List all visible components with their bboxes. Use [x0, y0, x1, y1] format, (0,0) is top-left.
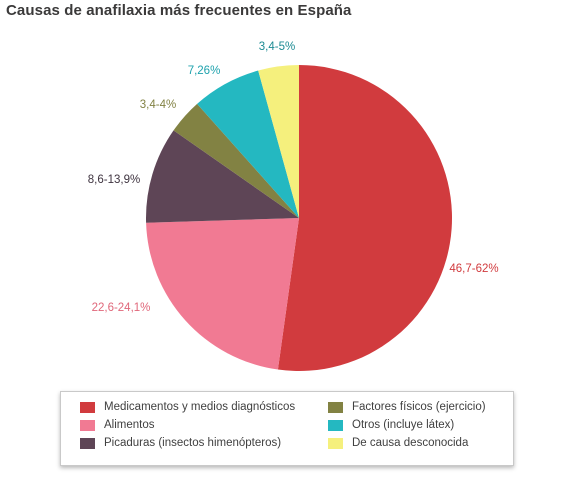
slice-label-5: 7,26%: [188, 65, 221, 77]
legend-label-factores-fisicos: Factores físicos (ejercicio): [352, 401, 486, 413]
slice-label-3: 8,6-13,9%: [88, 174, 140, 186]
legend-swatch-picaduras: [80, 437, 95, 449]
pie-slice-4: [173, 103, 299, 218]
slice-label-2: 22,6-24,1%: [92, 302, 151, 314]
pie-slice-5: [197, 70, 299, 218]
legend-label-alimentos: Alimentos: [104, 419, 155, 431]
legend-item-factores-fisicos: Factores físicos (ejercicio): [328, 401, 486, 413]
pie-slice-6: [258, 65, 299, 218]
legend-swatch-alimentos: [80, 419, 95, 431]
legend-swatch-otros: [328, 419, 343, 431]
chart-title: Causas de anafilaxia más frecuentes en E…: [6, 2, 352, 19]
legend-label-medicamentos: Medicamentos y medios diagnósticos: [104, 401, 296, 413]
pie-slice-2: [146, 218, 299, 370]
slice-label-6: 3,4-5%: [259, 41, 295, 53]
pie-chart: 46,7-62% 22,6-24,1% 8,6-13,9% 3,4-4% 7,26% 3,…: [88, 41, 499, 372]
slice-label-4: 3,4-4%: [140, 99, 176, 111]
legend-label-picaduras: Picaduras (insectos himenópteros): [104, 437, 282, 449]
pie-slice-3: [146, 130, 299, 223]
legend-item-otros: Otros (incluye látex): [328, 419, 454, 431]
legend-label-desconocida: De causa desconocida: [352, 437, 469, 449]
legend-item-medicamentos: Medicamentos y medios diagnósticos: [80, 401, 295, 413]
legend-label-otros: Otros (incluye látex): [352, 419, 455, 431]
legend-item-picaduras: Picaduras (insectos himenópteros): [80, 437, 281, 449]
legend-swatch-desconocida: [328, 437, 343, 449]
legend-item-desconocida: De causa desconocida: [328, 437, 468, 449]
legend-item-alimentos: Alimentos: [80, 419, 155, 431]
legend-swatch-medicamentos: [80, 401, 95, 413]
pie-slice-1: [277, 65, 453, 372]
legend-swatch-factores-fisicos: [328, 401, 343, 413]
slice-label-1: 46,7-62%: [449, 263, 498, 275]
chart-legend: Medicamentos y medios diagnósticos Facto…: [60, 391, 514, 466]
